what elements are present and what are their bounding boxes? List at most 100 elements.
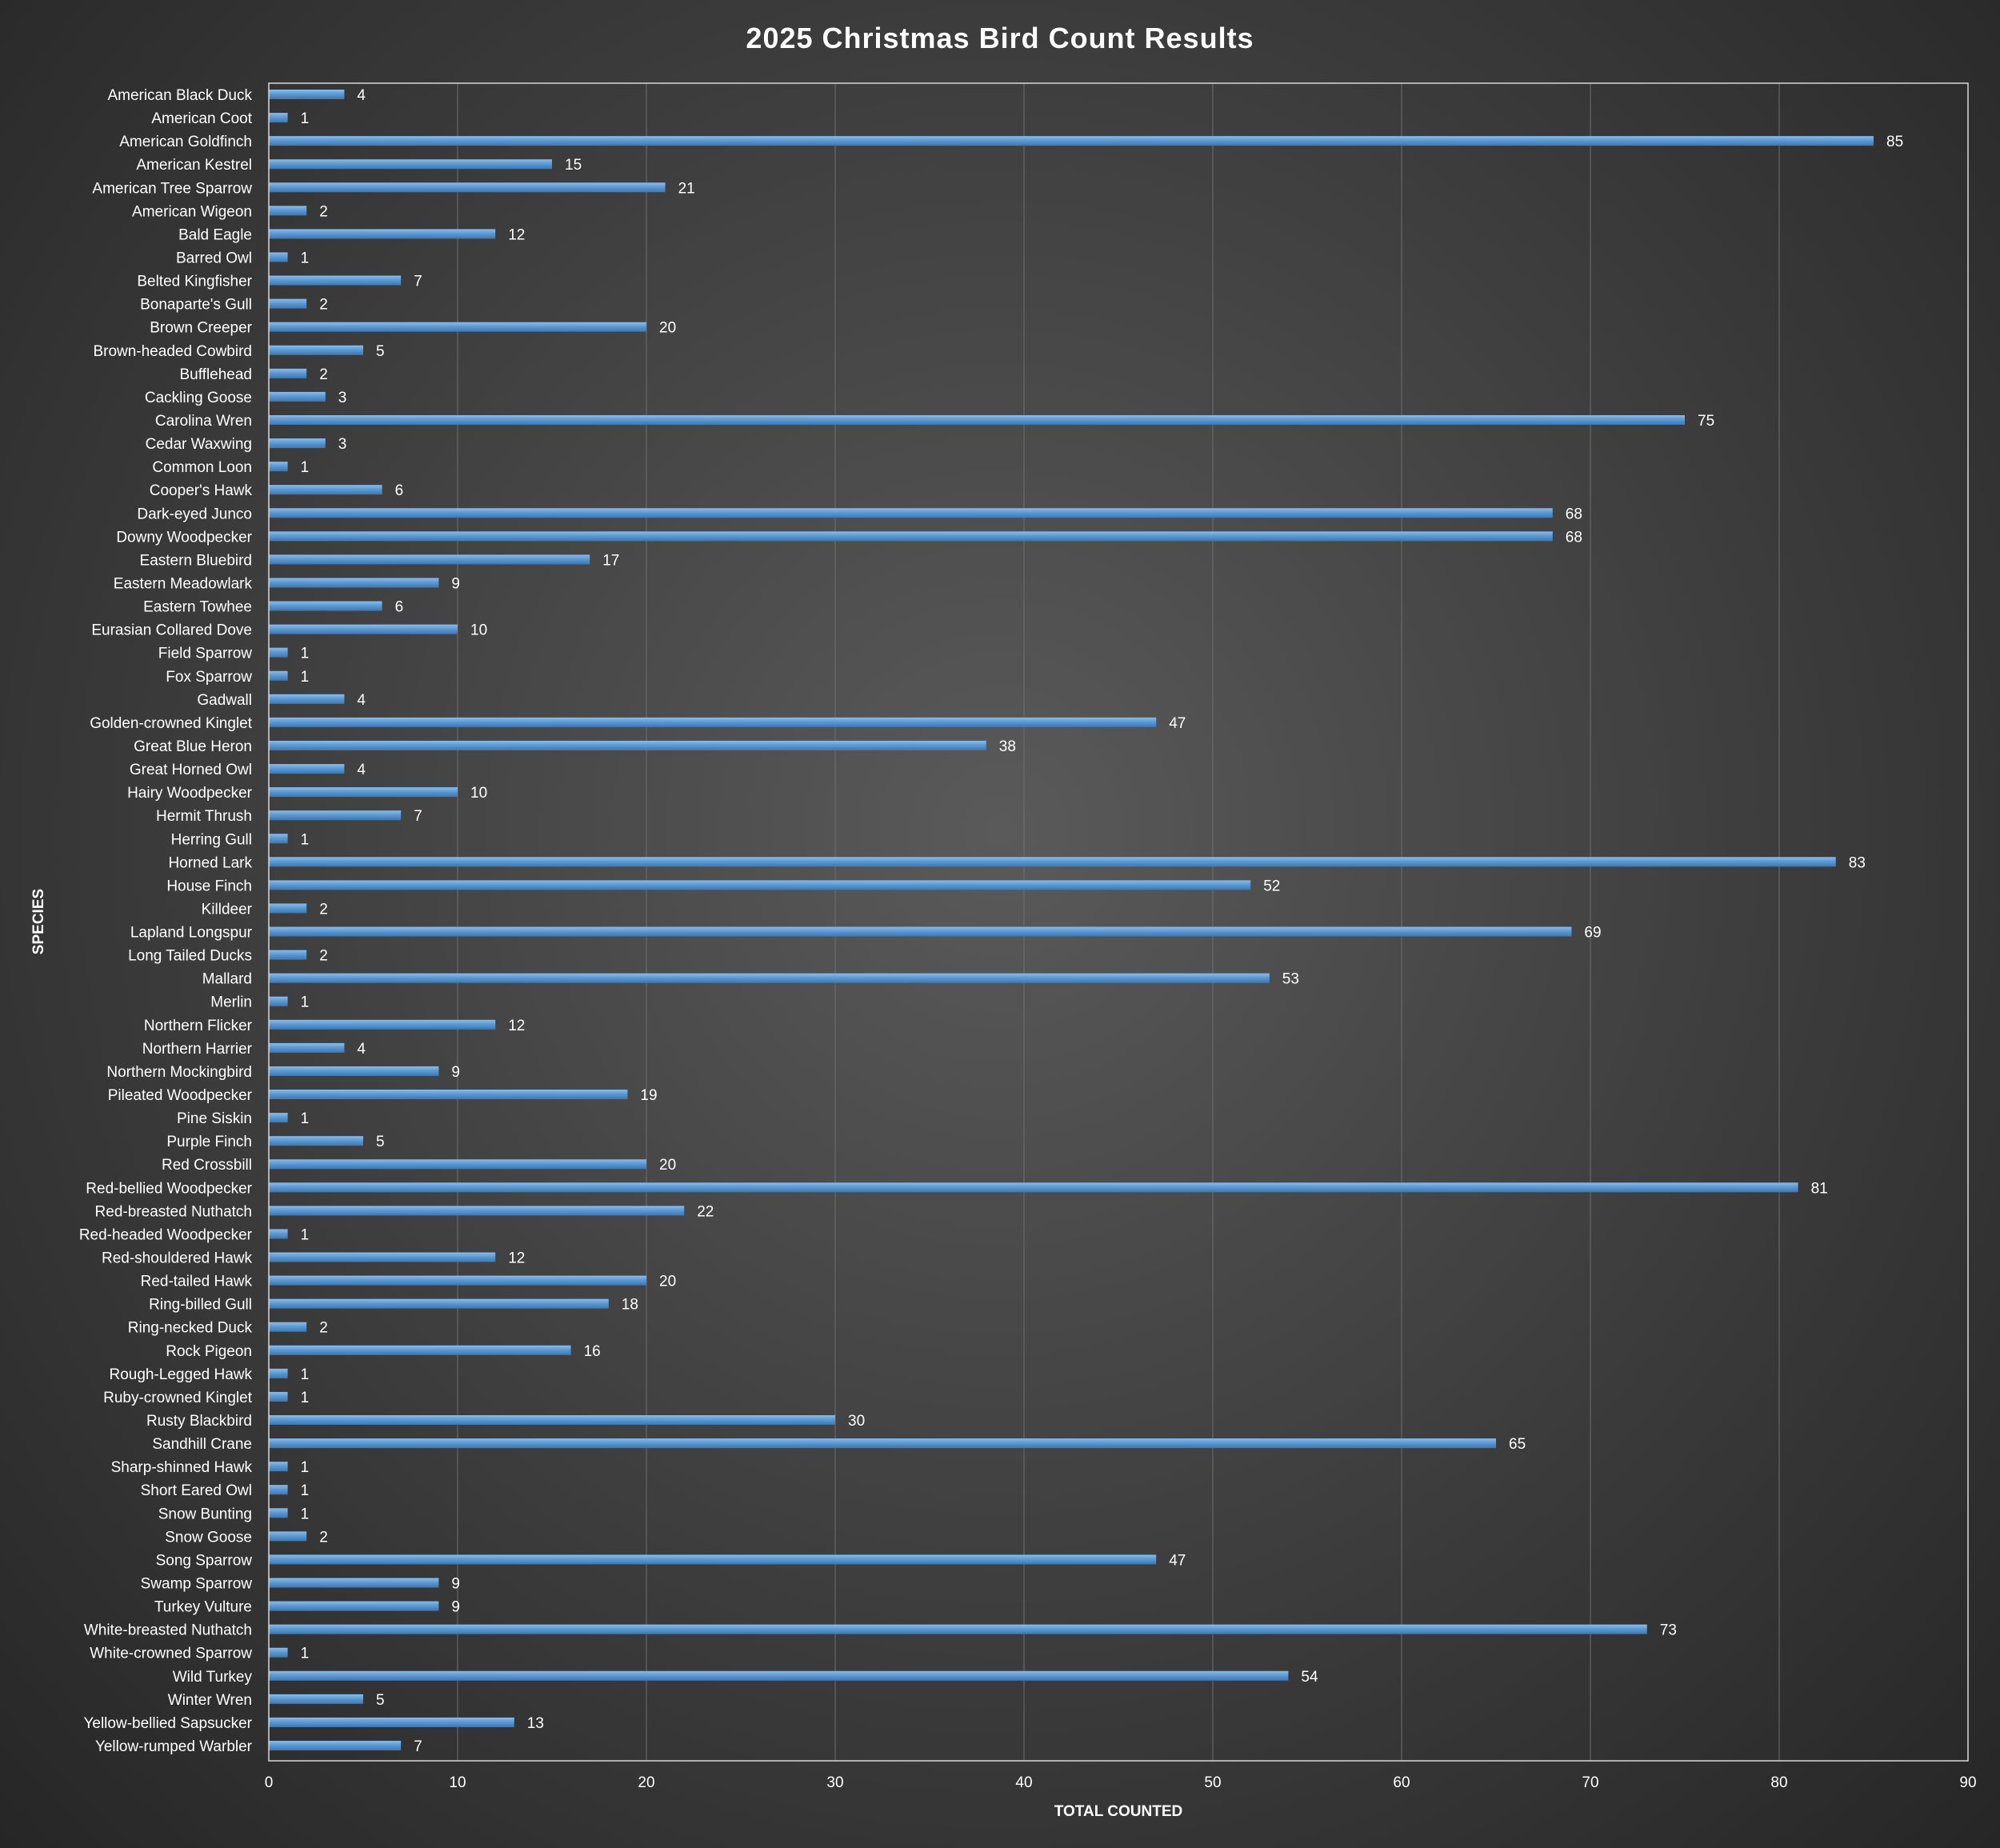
data-label: 2	[319, 203, 328, 220]
data-label: 9	[451, 1576, 460, 1593]
data-label: 20	[659, 1274, 676, 1290]
category-label: Rock Pigeon	[166, 1343, 252, 1360]
data-label: 30	[848, 1413, 865, 1430]
data-label: 6	[395, 482, 404, 499]
category-label: Red-tailed Hawk	[141, 1274, 253, 1290]
category-label: Horned Lark	[168, 854, 252, 871]
data-label: 4	[357, 87, 366, 104]
data-label: 1	[301, 1459, 310, 1476]
data-label: 53	[1282, 971, 1299, 988]
data-label: 22	[697, 1203, 714, 1220]
data-label: 13	[527, 1715, 544, 1732]
category-label: Dark-eyed Junco	[137, 506, 252, 522]
category-label: Red-headed Woodpecker	[79, 1226, 253, 1243]
bar	[269, 159, 552, 170]
data-label: 1	[301, 459, 310, 476]
data-label: 20	[659, 320, 676, 337]
data-label: 15	[565, 157, 582, 174]
bar	[269, 1229, 288, 1239]
plot-area-border	[268, 82, 1969, 1762]
data-label: 17	[602, 552, 619, 569]
category-label: Eastern Bluebird	[140, 552, 252, 569]
category-label: American Kestrel	[136, 157, 252, 174]
chart-title: 2025 Christmas Bird Count Results	[746, 22, 1254, 54]
bar	[269, 880, 1251, 890]
data-label: 20	[659, 1157, 676, 1174]
bar	[269, 1113, 288, 1123]
bar	[269, 787, 458, 798]
data-label: 68	[1566, 506, 1582, 522]
category-label: Cedar Waxwing	[146, 436, 252, 453]
data-label: 9	[451, 1064, 460, 1081]
data-label: 1	[301, 669, 310, 686]
bar	[269, 996, 288, 1006]
x-tick-label: 10	[449, 1774, 466, 1791]
data-label: 1	[301, 1646, 310, 1662]
category-label: Bufflehead	[179, 366, 252, 383]
category-label: Hermit Thrush	[156, 808, 252, 825]
data-label: 69	[1584, 925, 1601, 942]
data-label: 12	[508, 1018, 525, 1034]
bar	[269, 1066, 439, 1076]
bar	[269, 1298, 609, 1309]
data-label: 18	[622, 1297, 638, 1314]
category-label: Turkey Vulture	[154, 1599, 252, 1616]
category-label: Common Loon	[152, 459, 252, 476]
bar	[269, 298, 307, 309]
data-label: 19	[640, 1087, 657, 1104]
bar	[269, 694, 345, 704]
bar	[269, 1508, 288, 1518]
data-label: 68	[1566, 529, 1582, 546]
labels: 0 10 20 30 40 50 60 70 80 90 American Black Duck 4 A…	[79, 87, 1977, 1791]
bar	[269, 275, 402, 286]
bar	[269, 322, 646, 332]
bar	[269, 764, 345, 774]
category-label: Snow Bunting	[158, 1506, 252, 1522]
data-label: 2	[319, 297, 328, 314]
bar	[269, 1670, 1289, 1681]
category-label: Carolina Wren	[155, 413, 252, 430]
bar	[269, 508, 1553, 518]
data-label: 1	[301, 1226, 310, 1243]
data-label: 54	[1301, 1669, 1318, 1686]
category-label: White-breasted Nuthatch	[84, 1622, 252, 1639]
data-label: 3	[338, 390, 347, 406]
data-label: 1	[301, 1110, 310, 1127]
category-label: Great Horned Owl	[130, 762, 252, 778]
data-label: 47	[1169, 715, 1186, 732]
category-label: Northern Mockingbird	[106, 1064, 252, 1081]
bar	[269, 531, 1553, 542]
bar	[269, 1415, 835, 1426]
bar	[269, 136, 1874, 146]
x-tick-label: 80	[1770, 1774, 1787, 1791]
data-label: 1	[301, 1366, 310, 1383]
category-label: Long Tailed Ducks	[128, 948, 252, 965]
bar	[269, 1019, 496, 1030]
data-label: 1	[301, 994, 310, 1011]
data-label: 9	[451, 575, 460, 592]
category-label: Northern Flicker	[144, 1018, 253, 1034]
x-tick-label: 90	[1959, 1774, 1976, 1791]
bar	[269, 926, 1572, 937]
bar	[269, 1741, 402, 1750]
bar	[269, 252, 288, 262]
category-label: American Black Duck	[107, 87, 252, 104]
bar	[269, 1391, 288, 1402]
bar	[269, 950, 307, 960]
category-label: Brown-headed Cowbird	[93, 343, 252, 360]
data-label: 6	[395, 599, 404, 616]
category-label: Eastern Towhee	[143, 599, 252, 616]
category-label: Red-bellied Woodpecker	[86, 1180, 252, 1197]
data-label: 7	[414, 1738, 422, 1755]
bar	[269, 624, 458, 634]
data-label: 2	[319, 1529, 328, 1546]
category-label: Belted Kingfisher	[137, 274, 252, 290]
x-tick-label: 20	[638, 1774, 654, 1791]
x-axis-title: TOTAL COUNTED	[1054, 1803, 1182, 1820]
bars	[269, 90, 1874, 1750]
data-label: 5	[376, 343, 385, 360]
category-label: White-crowned Sparrow	[90, 1646, 252, 1662]
data-label: 2	[319, 366, 328, 383]
data-label: 1	[301, 831, 310, 848]
